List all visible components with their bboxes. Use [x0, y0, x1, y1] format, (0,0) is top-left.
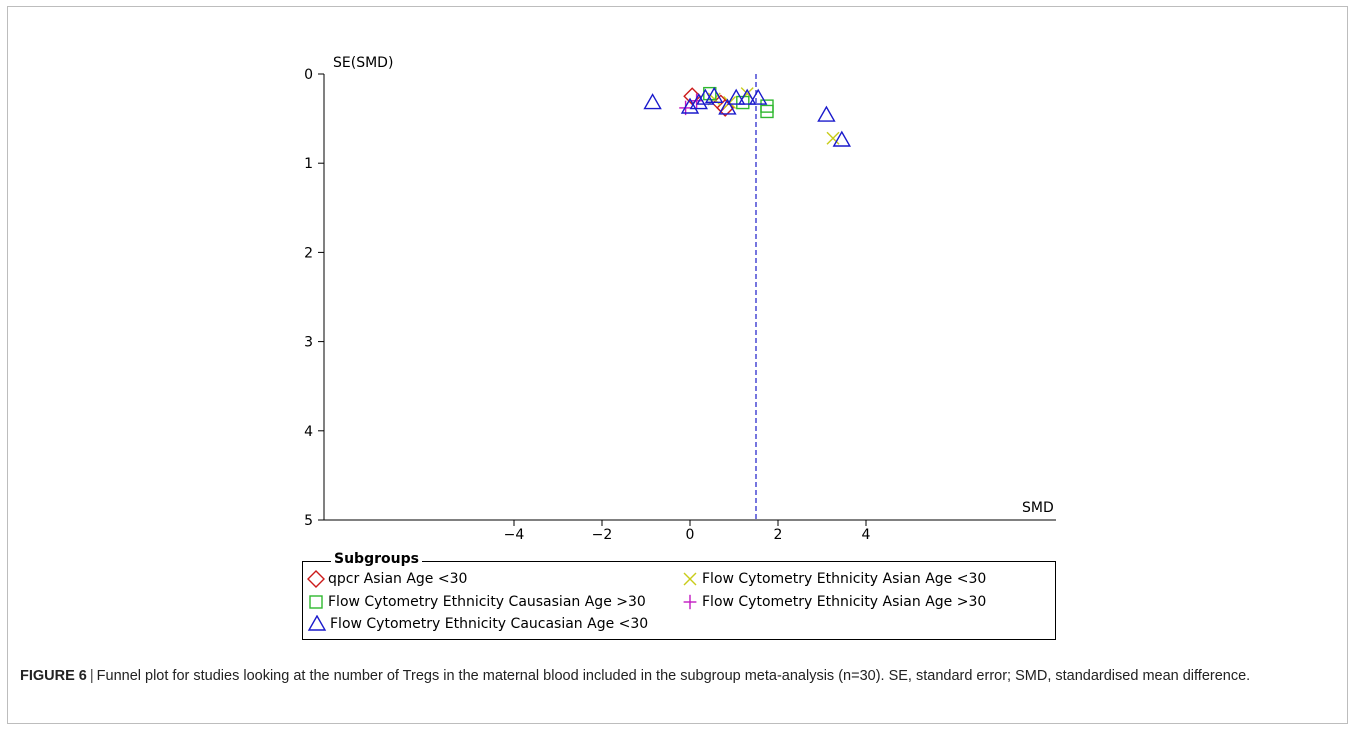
triangle-point [726, 88, 746, 105]
x-tick-label: −4 [504, 527, 525, 543]
figure-frame [7, 6, 1348, 724]
x-axis-label: SMD [1022, 500, 1054, 516]
y-tick-label: 0 [304, 67, 313, 83]
plus-point [690, 93, 703, 108]
x-tick-label: 0 [686, 527, 695, 543]
legend-label: Flow Cytometry Ethnicity Asian Age <30 [702, 571, 987, 587]
figure-caption: FIGURE 6 | Funnel plot for studies looking… [20, 665, 1330, 687]
plus-marker [683, 594, 697, 610]
diamond-icon [307, 570, 325, 588]
legend-label: Flow Cytometry Ethnicity Causasian Age >… [328, 594, 646, 610]
data-points [643, 86, 852, 147]
triangle-point [832, 130, 852, 147]
diamond-marker [307, 570, 325, 588]
y-tick-label: 4 [304, 424, 313, 440]
funnel-plot: SE(SMD) SMD 0 1 2 3 4 5 −4 −2 0 2 4 [304, 55, 1056, 543]
square-icon [309, 595, 323, 609]
legend-item-flow-caucasian-age-under-30: Flow Cytometry Ethnicity Caucasian Age <… [307, 615, 648, 633]
square-point [760, 104, 774, 119]
legend-item-flow-causasian-age-over-30: Flow Cytometry Ethnicity Causasian Age >… [307, 593, 646, 611]
x-tick-label: 2 [774, 527, 783, 543]
triangle-point [718, 98, 737, 115]
diamond-point [683, 87, 702, 106]
triangle-point [680, 97, 700, 114]
caption-text: Funnel plot for studies looking at the n… [96, 668, 1251, 684]
triangle-point [817, 105, 836, 122]
x-tick-label: −2 [592, 527, 613, 543]
legend-item-flow-asian-age-under-30: Flow Cytometry Ethnicity Asian Age <30 [681, 570, 986, 588]
legend-item-flow-asian-age-over-30: Flow Cytometry Ethnicity Asian Age >30 [681, 593, 986, 611]
y-tick-label: 5 [304, 513, 313, 529]
triangle-point [643, 93, 662, 110]
triangle-icon [307, 615, 327, 631]
x-point [826, 131, 840, 145]
y-tick-label: 2 [304, 245, 313, 261]
legend-label: qpcr Asian Age <30 [328, 571, 468, 587]
legend-item-qpcr-asian-age-under-30: qpcr Asian Age <30 [307, 570, 467, 588]
y-tick-label: 1 [304, 156, 313, 172]
x-marker [683, 572, 697, 586]
legend-label: Flow Cytometry Ethnicity Caucasian Age <… [330, 616, 649, 632]
legend-title: Subgroups [331, 551, 422, 567]
triangle-marker [307, 615, 327, 631]
legend-label: Flow Cytometry Ethnicity Asian Age >30 [702, 594, 987, 610]
caption-separator: | [89, 668, 94, 684]
legend: Subgroups qpcr Asian Age <30 Flow Cytome… [302, 551, 1056, 640]
plus-icon [683, 594, 697, 610]
x-icon [683, 572, 697, 586]
caption-label: FIGURE 6 [20, 668, 87, 684]
triangle-point [748, 88, 768, 105]
triangle-point [689, 93, 709, 110]
square-marker [309, 595, 323, 609]
triangle-point [737, 88, 757, 105]
y-axis-label: SE(SMD) [333, 55, 393, 71]
y-tick-label: 3 [304, 335, 313, 351]
x-tick-label: 4 [862, 527, 871, 543]
axis-ticks: 0 1 2 3 4 5 −4 −2 0 2 4 [304, 67, 870, 543]
triangle-point [704, 86, 724, 104]
